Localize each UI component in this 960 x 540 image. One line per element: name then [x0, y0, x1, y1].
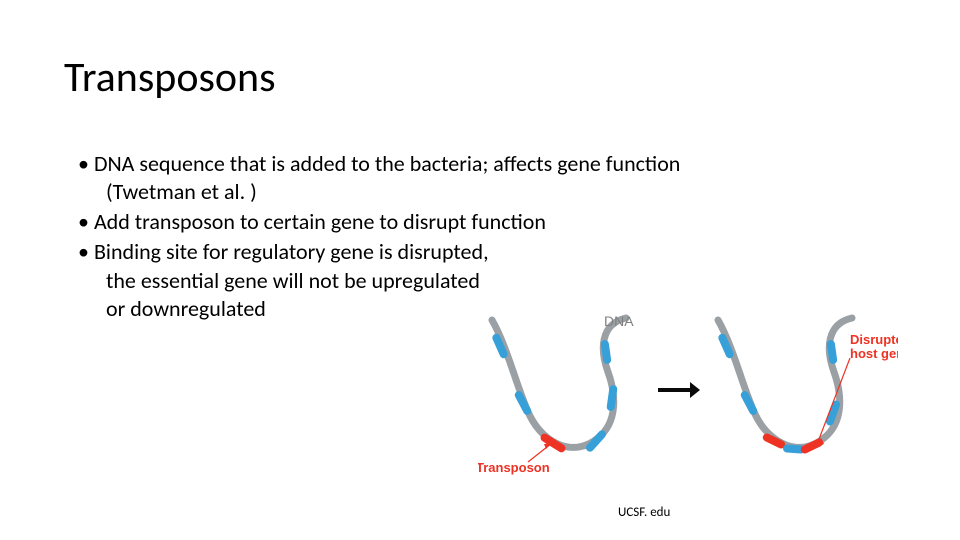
bullet-line: (Twetman et al. ): [106, 178, 900, 206]
bullet-item: Add transposon to certain gene to disrup…: [92, 208, 900, 236]
dna-strand-left: [492, 318, 626, 447]
gene-segment: [787, 449, 801, 450]
dna-strand-right: [718, 318, 852, 447]
dna-label: DNA: [604, 313, 634, 329]
bullet-line: DNA sequence that is added to the bacter…: [94, 150, 680, 177]
bullet-list: DNA sequence that is added to the bacter…: [78, 150, 900, 323]
bullet-line: Add transposon to certain gene to disrup…: [94, 208, 546, 235]
gene-segment: [831, 344, 833, 360]
slide-title: Transposons: [64, 52, 276, 103]
disrupted-label-line1: Disrupted: [850, 332, 898, 347]
disrupted-label-line2: host gene: [850, 346, 898, 361]
diagram-svg: DNA Transposon Disruptedhost gene: [478, 308, 898, 488]
bullet-line: Binding site for regulatory gene is disr…: [94, 238, 489, 265]
transposon-label: Transposon: [478, 460, 550, 475]
gene-segment: [590, 434, 602, 447]
slide: Transposons DNA sequence that is added t…: [0, 0, 960, 540]
slide-body: DNA sequence that is added to the bacter…: [78, 150, 900, 325]
image-credit: UCSF. edu: [618, 505, 670, 520]
bullet-item: DNA sequence that is added to the bacter…: [92, 150, 900, 206]
gene-segment: [605, 344, 607, 360]
gene-segment: [611, 389, 614, 407]
transposon-diagram: DNA Transposon Disruptedhost gene: [478, 308, 898, 488]
bullet-line: the essential gene will not be upregulat…: [106, 267, 900, 295]
arrow-head-icon: [690, 382, 700, 398]
